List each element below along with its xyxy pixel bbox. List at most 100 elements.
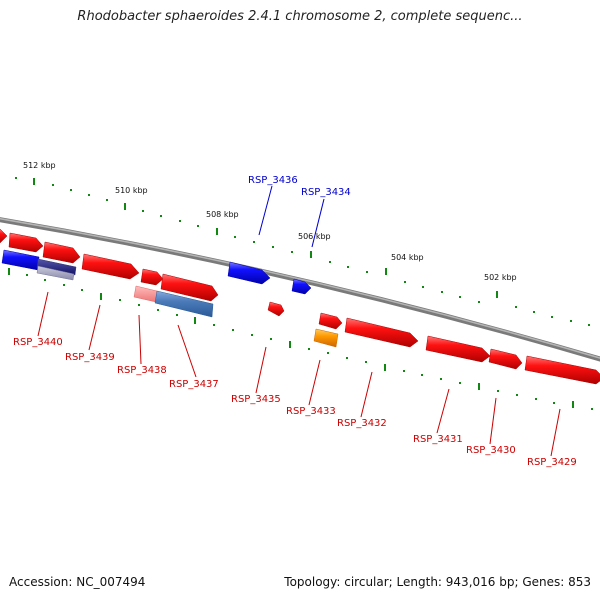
tick-mark bbox=[365, 361, 367, 363]
gene-RSP_3431[interactable] bbox=[425, 335, 491, 363]
tick-mark bbox=[533, 311, 535, 313]
tick-mark bbox=[33, 178, 35, 185]
gene-RSP_3438-a[interactable] bbox=[140, 268, 164, 286]
tick-mark bbox=[591, 408, 593, 410]
gene-label[interactable]: RSP_3436 bbox=[248, 175, 298, 186]
tick-mark bbox=[422, 286, 424, 288]
tick-mark bbox=[459, 382, 461, 384]
gene-label[interactable]: RSP_3431 bbox=[413, 434, 463, 445]
leader-RSP_3432 bbox=[360, 371, 373, 418]
tick-mark bbox=[251, 334, 253, 336]
gene-arrow[interactable] bbox=[8, 232, 44, 253]
gene-arrow[interactable] bbox=[0, 228, 8, 244]
gene-label[interactable]: RSP_3439 bbox=[65, 352, 115, 363]
tick-mark bbox=[179, 220, 181, 222]
gene-arrow[interactable] bbox=[42, 241, 81, 264]
leader-RSP_3438 bbox=[138, 314, 142, 365]
tick-mark bbox=[234, 236, 236, 238]
gene-RSP_3433[interactable] bbox=[313, 328, 339, 348]
tick-label-508: 508 kbp bbox=[206, 210, 239, 219]
tick-mark bbox=[8, 268, 10, 275]
tick-mark bbox=[232, 329, 234, 331]
gene-label[interactable]: RSP_3430 bbox=[466, 445, 516, 456]
tick-mark bbox=[478, 301, 480, 303]
tick-mark bbox=[253, 241, 255, 243]
tick-mark bbox=[216, 228, 218, 235]
tick-mark bbox=[63, 284, 65, 286]
tick-mark bbox=[384, 364, 386, 371]
gene-block-RSP_3440b[interactable] bbox=[36, 258, 77, 276]
tick-mark bbox=[516, 394, 518, 396]
tick-mark bbox=[535, 398, 537, 400]
tick-mark bbox=[124, 203, 126, 210]
tick-mark bbox=[403, 370, 405, 372]
gene-label[interactable]: RSP_3434 bbox=[301, 187, 351, 198]
tick-mark bbox=[310, 251, 312, 258]
tick-mark bbox=[496, 291, 498, 298]
gene-label[interactable]: RSP_3429 bbox=[527, 457, 577, 468]
tick-mark bbox=[515, 306, 517, 308]
tick-mark bbox=[88, 194, 90, 196]
gene-label[interactable]: RSP_3435 bbox=[231, 394, 281, 405]
gene-RSP_3430[interactable] bbox=[488, 348, 523, 370]
leader-RSP_3430 bbox=[489, 397, 497, 445]
tick-mark bbox=[106, 199, 108, 201]
gene-labels: RSP_3440 RSP_3439 RSP_3438 RSP_3437 RSP_… bbox=[13, 175, 577, 468]
inner-tick-ring bbox=[8, 268, 593, 410]
genome-summary-text: Topology: circular; Length: 943,016 bp; … bbox=[284, 575, 591, 589]
tick-mark bbox=[52, 184, 54, 186]
leader-RSP_3431 bbox=[436, 388, 450, 434]
leader-RSP_3434 bbox=[311, 198, 325, 248]
tick-mark bbox=[346, 357, 348, 359]
gene-label[interactable]: RSP_3440 bbox=[13, 337, 63, 348]
tick-mark bbox=[197, 225, 199, 227]
tick-mark bbox=[270, 338, 272, 340]
gene-block-RSP_3440c[interactable] bbox=[36, 265, 75, 281]
tick-mark bbox=[308, 348, 310, 350]
tick-mark bbox=[70, 189, 72, 191]
tick-label-510: 510 kbp bbox=[115, 186, 148, 195]
tick-mark bbox=[142, 210, 144, 212]
gene-label[interactable]: RSP_3437 bbox=[169, 379, 219, 390]
tick-mark bbox=[213, 324, 215, 326]
tick-mark bbox=[194, 317, 196, 324]
tick-mark bbox=[459, 296, 461, 298]
tick-label-502: 502 kbp bbox=[484, 273, 517, 282]
leader-RSP_3440 bbox=[37, 291, 49, 337]
outer-tick-ring: 512 kbp 510 kbp 508 kbp 506 kbp 504 kbp … bbox=[15, 161, 590, 326]
gene-RSP_3434[interactable] bbox=[291, 278, 312, 295]
gene-RSP_3433-a[interactable] bbox=[318, 312, 343, 330]
tick-mark bbox=[100, 293, 102, 300]
tick-mark bbox=[478, 383, 480, 390]
gene-label[interactable]: RSP_3433 bbox=[286, 406, 336, 417]
gene-RSP_3437[interactable] bbox=[154, 290, 214, 318]
tick-label-504: 504 kbp bbox=[391, 253, 424, 262]
gene-RSP_3439[interactable] bbox=[81, 253, 140, 280]
tick-mark bbox=[441, 291, 443, 293]
chromosome-backbone-highlight bbox=[0, 217, 600, 359]
tick-mark bbox=[329, 261, 331, 263]
gene-RSP_3435[interactable] bbox=[267, 301, 285, 317]
tick-mark bbox=[15, 177, 17, 179]
gene-RSP_3429[interactable] bbox=[524, 355, 600, 385]
tick-mark bbox=[404, 281, 406, 283]
gene-RSP_3438[interactable] bbox=[160, 273, 219, 302]
chromosome-backbone bbox=[0, 217, 600, 362]
gene-RSP_3432[interactable] bbox=[344, 317, 419, 348]
gene-RSP_3440[interactable] bbox=[1, 249, 40, 271]
label-leaders bbox=[37, 185, 561, 457]
gene-label[interactable]: RSP_3438 bbox=[117, 365, 167, 376]
tick-mark bbox=[157, 309, 159, 311]
gene-label[interactable]: RSP_3432 bbox=[337, 418, 387, 429]
tick-mark bbox=[497, 390, 499, 392]
tick-mark bbox=[289, 341, 291, 348]
tick-mark bbox=[81, 289, 83, 291]
tick-mark bbox=[291, 251, 293, 253]
tick-mark bbox=[553, 402, 555, 404]
tick-mark bbox=[160, 215, 162, 217]
gene-block-RSP_3438b[interactable] bbox=[133, 285, 158, 303]
tick-mark bbox=[366, 271, 368, 273]
tick-mark bbox=[138, 304, 140, 306]
gene-RSP_3436[interactable] bbox=[227, 261, 271, 285]
